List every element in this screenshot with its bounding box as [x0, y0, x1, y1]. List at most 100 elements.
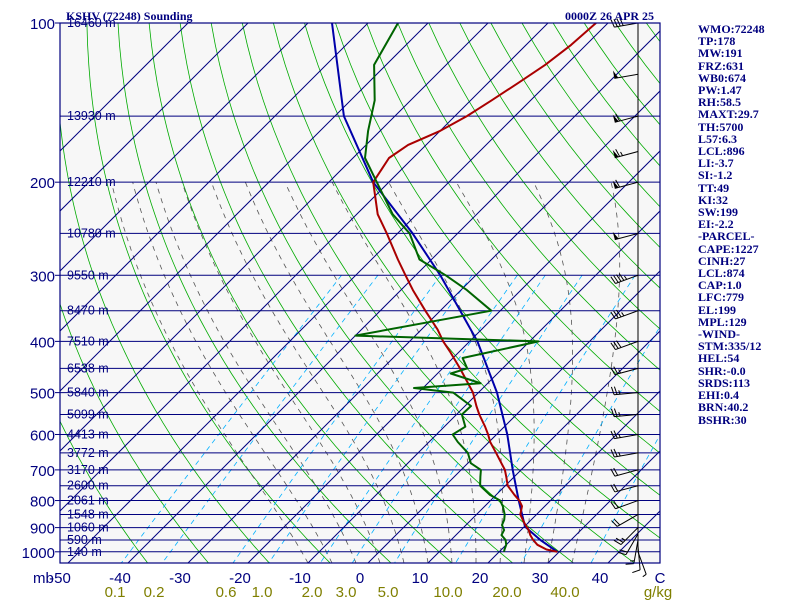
wind-feather	[632, 569, 641, 574]
isotherm	[60, 23, 369, 332]
isotherm	[67, 23, 609, 563]
height-label: 6538 m	[67, 361, 109, 375]
station-title: KSHV (72248) Sounding	[66, 9, 193, 23]
isotherm	[60, 23, 249, 212]
height-label: 8470 m	[67, 304, 109, 318]
wind-pennant	[612, 150, 619, 158]
wind-feather	[611, 520, 618, 527]
wind-feather	[616, 18, 621, 27]
sounding-index: MAXT:29.7	[698, 107, 759, 122]
mixing-ratio-line	[455, 275, 636, 563]
wind-feather	[610, 276, 616, 284]
isotherm	[60, 23, 549, 512]
temperature-tick-label: -20	[229, 570, 251, 587]
wind-feather	[610, 386, 615, 395]
wind-feather	[619, 17, 624, 26]
wind-feather	[625, 563, 634, 565]
dry-adiabat	[366, 23, 660, 412]
dry-adiabat	[428, 23, 660, 330]
moist-adiabat	[388, 182, 503, 563]
isotherm	[487, 390, 660, 563]
sounding-index: RH:58.5	[698, 95, 741, 110]
wind-half-feather	[618, 412, 621, 417]
wind-barb	[610, 430, 639, 440]
mixing-ratio-line	[161, 275, 379, 563]
temperature-tick-label: -40	[109, 570, 131, 587]
wind-feather	[610, 449, 615, 458]
pressure-tick-label: 900	[30, 521, 55, 538]
mixing-ratio-tick-label: 0.2	[144, 584, 165, 600]
dry-adiabat	[397, 23, 660, 371]
height-label: 3170 m	[67, 463, 109, 477]
wind-feather	[613, 408, 618, 417]
sounding-index: EHI:0.4	[698, 388, 740, 403]
sounding-index: CINH:27	[698, 253, 746, 268]
chart-labels: KSHV (72248) Sounding 0000Z 26 APR 25 mb…	[22, 9, 673, 600]
wind-barb	[610, 340, 639, 351]
wind-feather	[617, 551, 627, 556]
wind-barb	[632, 545, 641, 574]
height-label: 12210 m	[67, 175, 116, 189]
pressure-tick-label: 700	[30, 463, 55, 480]
isotherm	[60, 23, 309, 272]
wind-half-feather	[621, 537, 626, 541]
pressure-tick-label: 1000	[22, 545, 55, 562]
wind-feather	[615, 148, 621, 157]
wind-barb	[612, 113, 639, 123]
temperature-tick-label: 40	[592, 570, 609, 587]
sounding-index: PW:1.47	[698, 83, 742, 98]
wind-feather	[613, 366, 619, 375]
wind-barb	[617, 533, 639, 556]
sounding-index: WMO:72248	[698, 22, 765, 36]
wind-feather	[613, 275, 619, 283]
dewpoint-trace	[354, 23, 540, 553]
dry-adiabat	[60, 420, 148, 563]
mixing-ratio-tick-label: 40.0	[550, 584, 579, 600]
height-label: 2061 m	[67, 494, 109, 508]
wind-half-feather	[624, 275, 628, 280]
wind-half-feather	[618, 369, 622, 374]
wind-feather	[610, 430, 615, 439]
sounding-indices-panel: WMO:72248 TP:178 MW:191 FRZ:631 WB0:674 PW:1.…	[698, 23, 798, 426]
mixing-ratio-tick-label: 2.0	[302, 584, 323, 600]
mixing-ratio-line	[232, 275, 441, 563]
sounding-index: LFC:779	[698, 290, 744, 305]
wind-barb	[612, 231, 639, 241]
wind-barb	[610, 448, 639, 458]
wind-feather	[610, 342, 616, 350]
pressure-tick-label: 300	[30, 268, 55, 285]
sounding-index: LCL:874	[698, 266, 745, 281]
wind-feather	[619, 549, 628, 553]
sounding-index: HEL:54	[698, 351, 740, 366]
pressure-tick-label: 400	[30, 334, 55, 351]
wind-barb	[611, 514, 639, 527]
mixing-ratio-tick-label: 0.6	[216, 584, 237, 600]
wind-pennant	[612, 180, 619, 189]
height-label: 10780 m	[67, 226, 116, 240]
mixing-ratio-line	[120, 275, 342, 563]
sounding-index: -PARCEL-	[698, 229, 755, 244]
wind-feather	[610, 408, 615, 417]
wind-feather	[610, 484, 616, 493]
temperature-trace	[372, 23, 597, 553]
sounding-index: TP:178	[698, 34, 736, 49]
wind-feather	[610, 468, 616, 477]
height-label: 13930 m	[67, 109, 116, 123]
wind-feather	[613, 467, 619, 476]
sounding-index: TH:5700	[698, 119, 744, 134]
sounding-index: LI:-3.7	[698, 156, 734, 171]
sounding-index: BRN:40.2	[698, 400, 749, 415]
sounding-index: LCL:896	[698, 144, 745, 159]
sounding-index: SHR:-0.0	[698, 363, 746, 378]
isotherm	[247, 150, 660, 563]
isotherm	[127, 30, 660, 563]
dry-adiabat	[179, 23, 513, 563]
height-label: 4413 m	[67, 427, 109, 441]
wind-barb	[610, 273, 639, 284]
mixing-ratio-tick-label: g/kg	[644, 584, 672, 600]
height-label: 140 m	[67, 545, 102, 559]
wind-feather	[613, 310, 619, 319]
wind-barb	[612, 179, 639, 189]
dry-adiabat	[490, 23, 660, 248]
